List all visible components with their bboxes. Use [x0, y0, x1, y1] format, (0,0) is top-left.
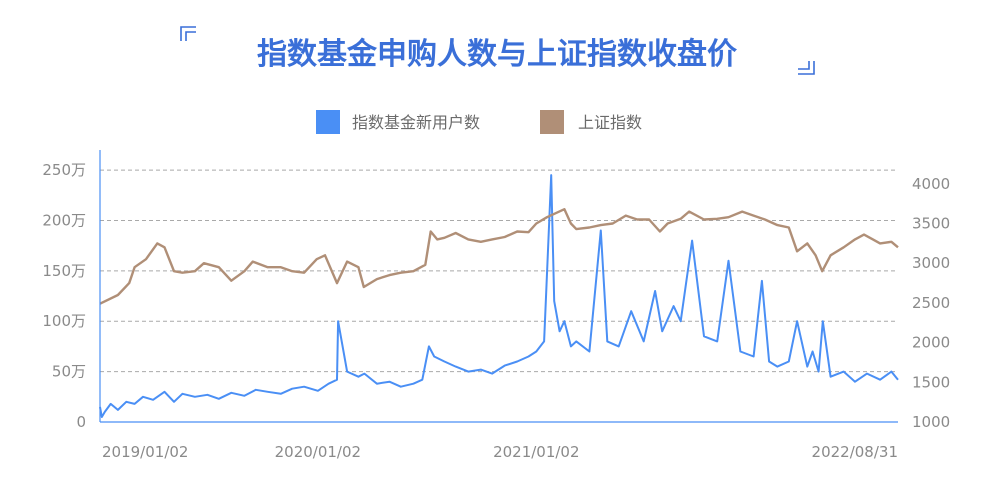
legend-label-index: 上证指数	[578, 113, 642, 132]
legend: 指数基金新用户数 上证指数	[316, 110, 642, 134]
y-left-tick-label: 200万	[42, 211, 86, 229]
series-layer	[99, 174, 899, 418]
y-left-tick-label: 100万	[42, 312, 86, 330]
y-right-tick-label: 2000	[912, 334, 950, 352]
x-tick-label: 2022/08/31	[812, 443, 898, 461]
x-tick-label: 2019/01/02	[102, 443, 188, 461]
y-right-tick-label: 4000	[912, 175, 950, 193]
chart-title: 指数基金申购人数与上证指数收盘价	[257, 37, 737, 72]
y-right-tick-label: 3500	[912, 215, 950, 233]
series-line-sse-index	[99, 207, 899, 305]
y-left-tick-label: 250万	[42, 161, 86, 179]
x-tick-label: 2020/01/02	[275, 443, 361, 461]
y-left-tick-label: 0	[76, 413, 86, 431]
title-bracket-left	[180, 26, 196, 41]
axes: 0 50万 100万 150万 200万 250万 1000 1500 2000 2500 3000…	[42, 150, 950, 461]
series-line-fund-users	[99, 174, 899, 418]
y-left-tick-label: 50万	[52, 363, 86, 381]
y-right-tick-label: 1500	[912, 373, 950, 391]
legend-swatch-index	[540, 110, 564, 134]
legend-swatch-users	[316, 110, 340, 134]
x-tick-label: 2021/01/02	[493, 443, 579, 461]
y-right-tick-label: 3000	[912, 254, 950, 272]
grid-lines	[100, 169, 898, 373]
y-right-tick-label: 1000	[912, 413, 950, 431]
title-bracket-right	[798, 61, 815, 75]
y-right-tick-label: 2500	[912, 294, 950, 312]
y-left-tick-label: 150万	[42, 262, 86, 280]
legend-label-users: 指数基金新用户数	[352, 113, 480, 132]
